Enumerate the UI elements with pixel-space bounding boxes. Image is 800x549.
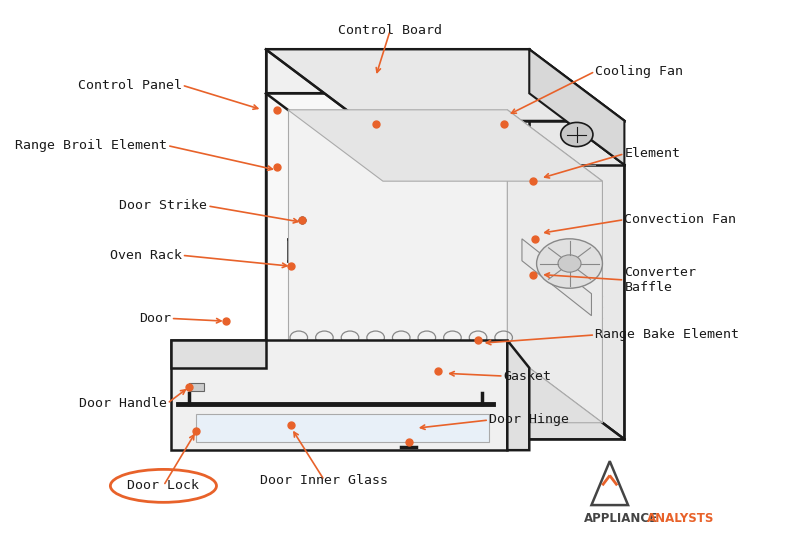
Text: APPLIANCE: APPLIANCE (584, 512, 658, 525)
Text: Range Bake Element: Range Bake Element (595, 328, 739, 341)
Text: Door Handle: Door Handle (79, 397, 167, 410)
Text: Oven Rack: Oven Rack (110, 249, 182, 262)
Text: Element: Element (624, 147, 680, 160)
Text: Door Inner Glass: Door Inner Glass (260, 474, 388, 487)
Text: Range Broil Element: Range Broil Element (15, 139, 167, 152)
Text: Convection Fan: Convection Fan (624, 213, 736, 226)
Polygon shape (266, 93, 624, 165)
Text: ANALYSTS: ANALYSTS (647, 512, 714, 525)
Text: Control Board: Control Board (338, 24, 442, 37)
Polygon shape (266, 93, 530, 368)
Polygon shape (266, 368, 624, 439)
Polygon shape (376, 118, 507, 135)
Text: Cooling Fan: Cooling Fan (595, 65, 683, 78)
Polygon shape (507, 340, 530, 450)
Text: Door Hinge: Door Hinge (489, 413, 569, 427)
Polygon shape (170, 340, 507, 450)
Polygon shape (530, 93, 624, 439)
Polygon shape (288, 351, 602, 423)
Polygon shape (170, 340, 266, 368)
Text: Control Panel: Control Panel (78, 79, 182, 92)
Text: Gasket: Gasket (504, 369, 552, 383)
Text: Door Strike: Door Strike (119, 199, 207, 212)
Circle shape (561, 122, 593, 147)
Polygon shape (288, 110, 602, 181)
Text: Converter
Baffle: Converter Baffle (624, 266, 696, 294)
Circle shape (558, 255, 581, 272)
Polygon shape (196, 414, 489, 442)
Text: Door: Door (138, 312, 170, 325)
Circle shape (537, 239, 602, 288)
Polygon shape (507, 110, 602, 423)
Polygon shape (266, 93, 361, 439)
Polygon shape (530, 49, 624, 165)
Polygon shape (522, 239, 591, 316)
Polygon shape (288, 110, 507, 351)
Bar (189, 383, 204, 391)
Polygon shape (266, 49, 530, 93)
Text: Door Lock: Door Lock (127, 479, 199, 492)
Polygon shape (266, 49, 624, 121)
